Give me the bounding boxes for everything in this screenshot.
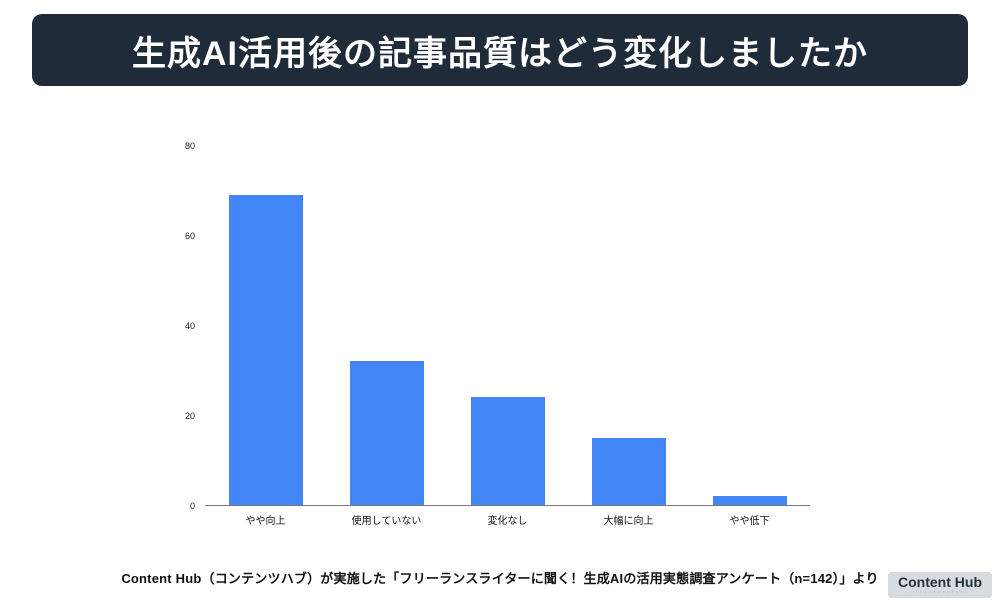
plot-area (205, 146, 810, 506)
bar (591, 437, 666, 505)
y-axis-tick-label: 20 (184, 411, 195, 421)
bar-chart: 0 20 40 60 80 (150, 141, 810, 511)
title-banner: 生成AI活用後の記事品質はどう変化しましたか (32, 14, 968, 86)
bar (470, 397, 545, 505)
bar-slot (689, 146, 810, 505)
logo-text: Content Hub (898, 574, 982, 590)
y-axis-tick-label: 80 (184, 141, 195, 151)
bar-slot (568, 146, 689, 505)
x-axis-category-label: やや低下 (729, 516, 770, 527)
bar (228, 195, 303, 505)
bar (712, 496, 787, 505)
logo-badge: Content Hub ･････････････ (888, 572, 992, 598)
y-axis-tick-label: 40 (184, 321, 195, 331)
x-axis-category-label: やや向上 (245, 516, 286, 527)
y-axis-tick-label: 0 (189, 501, 195, 511)
bar-slot (326, 146, 447, 505)
bar (349, 361, 424, 505)
source-text: Content Hub（コンテンツハブ）が実施した「フリーランスライターに聞く！… (121, 571, 879, 586)
y-axis: 0 20 40 60 80 (150, 141, 205, 511)
logo-tagline: ･････････････ (910, 590, 970, 596)
x-axis-labels: やや向上 使用していない 変化なし 大幅に向上 やや低下 (205, 512, 810, 527)
x-axis-category-label: 変化なし (487, 516, 528, 527)
footer: Content Hub（コンテンツハブ）が実施した「フリーランスライターに聞く！… (0, 568, 1000, 588)
page-title: 生成AI活用後の記事品質はどう変化しましたか (132, 34, 868, 73)
x-axis-category-label: 大幅に向上 (603, 516, 654, 527)
bar-slot (205, 146, 326, 505)
x-axis-category-label: 使用していない (351, 516, 422, 527)
y-axis-tick-label: 60 (184, 231, 195, 241)
bar-slot (447, 146, 568, 505)
